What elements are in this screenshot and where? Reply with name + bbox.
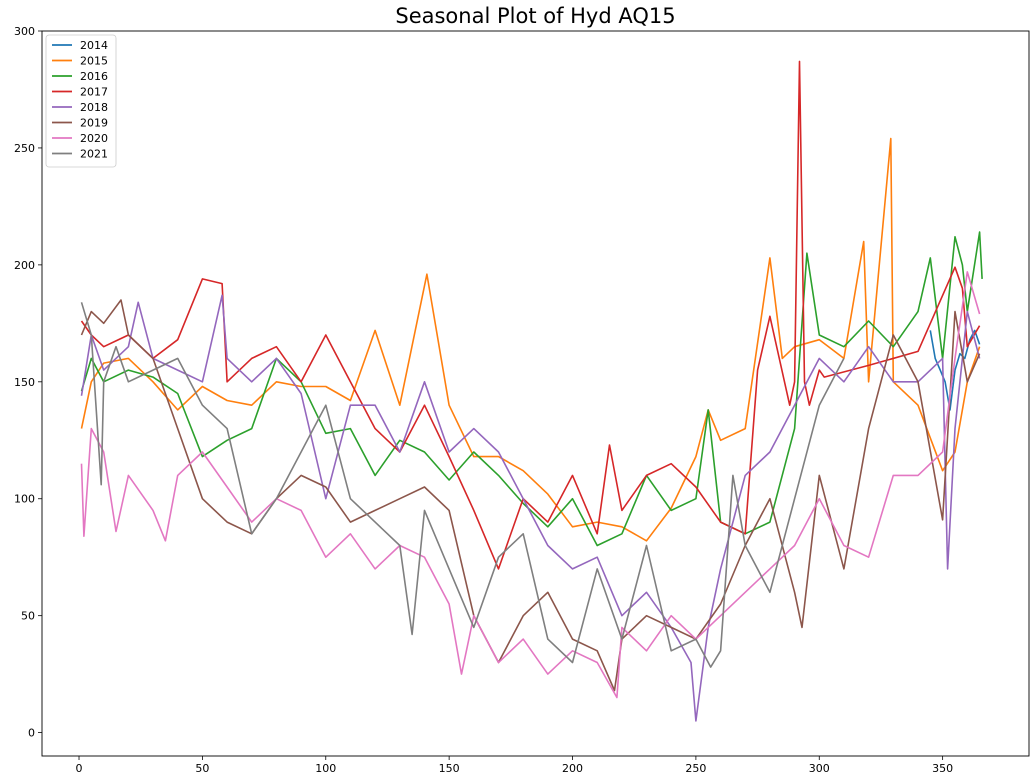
legend-label-2014: 2014 xyxy=(80,39,108,52)
x-tick-label: 250 xyxy=(685,762,706,775)
x-tick-label: 300 xyxy=(809,762,830,775)
legend-label-2018: 2018 xyxy=(80,101,108,114)
x-axis: 0 50 100 150 200 250 300 350 xyxy=(76,756,953,775)
series-line-2018 xyxy=(80,294,981,722)
legend-box xyxy=(45,34,117,168)
x-tick-label: 0 xyxy=(76,762,83,775)
legend-label-2015: 2015 xyxy=(80,55,108,68)
series-line-2016 xyxy=(80,231,983,547)
y-tick-label: 0 xyxy=(28,727,35,740)
legend-label-2017: 2017 xyxy=(80,86,108,99)
legend-label-2016: 2016 xyxy=(80,70,108,83)
x-tick-label: 150 xyxy=(439,762,460,775)
legend-label-2020: 2020 xyxy=(80,132,108,145)
series-line-2021 xyxy=(80,302,845,668)
series-line-2017 xyxy=(80,60,981,570)
series-line-2014 xyxy=(929,329,981,411)
x-tick-label: 50 xyxy=(195,762,209,775)
y-tick-label: 200 xyxy=(14,259,35,272)
series-layer xyxy=(80,60,983,722)
x-tick-label: 200 xyxy=(562,762,583,775)
legend: 2014 2015 2016 2017 2018 2019 2020 2021 xyxy=(45,34,117,168)
chart-title: Seasonal Plot of Hyd AQ15 xyxy=(395,4,675,28)
x-tick-label: 100 xyxy=(315,762,336,775)
y-tick-label: 150 xyxy=(14,376,35,389)
y-tick-label: 100 xyxy=(14,493,35,506)
plot-frame xyxy=(41,30,1030,757)
legend-label-2019: 2019 xyxy=(80,117,108,130)
x-tick-label: 350 xyxy=(932,762,953,775)
series-line-2020 xyxy=(80,271,981,699)
legend-label-2021: 2021 xyxy=(80,148,108,161)
y-tick-label: 250 xyxy=(14,142,35,155)
y-axis: 0 50 100 150 200 250 300 xyxy=(14,25,42,740)
y-tick-label: 50 xyxy=(21,610,35,623)
series-line-2015 xyxy=(80,137,981,542)
series-line-2019 xyxy=(80,299,981,692)
y-tick-label: 300 xyxy=(14,25,35,38)
